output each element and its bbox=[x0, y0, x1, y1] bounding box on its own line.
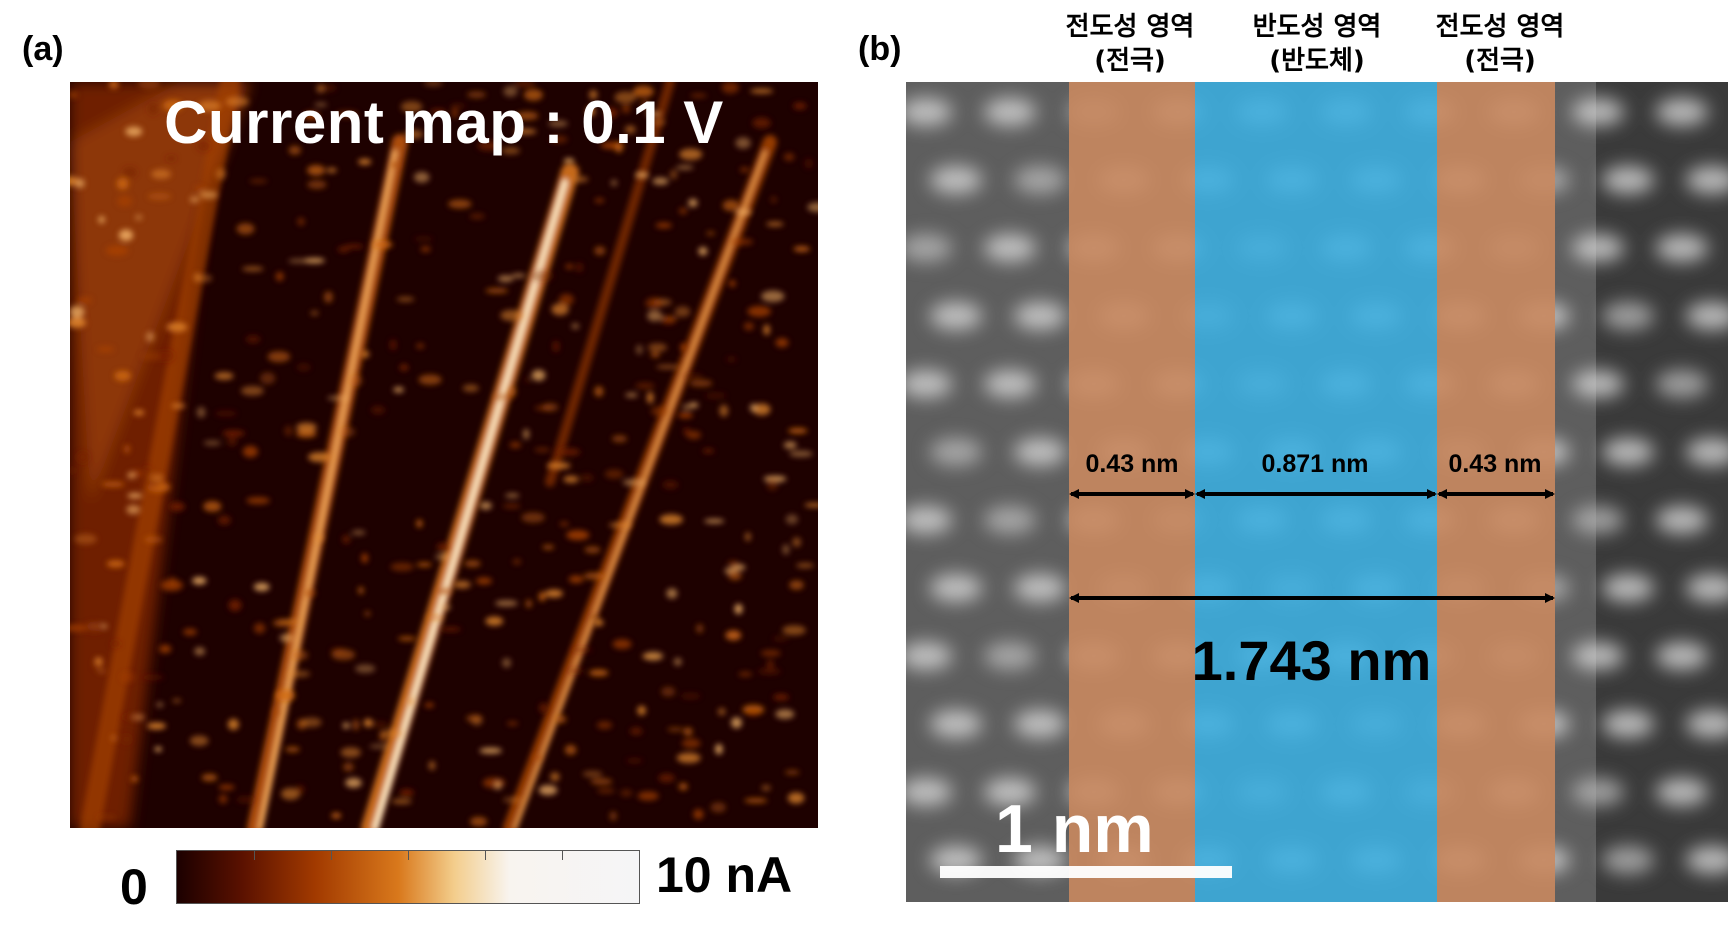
region-label-line: 전도성 영역 bbox=[1065, 12, 1195, 42]
region-label-line: (전극) bbox=[1094, 46, 1166, 76]
tem-image bbox=[906, 82, 1728, 902]
measurement-semiconductor: 0.871 nm bbox=[1261, 450, 1369, 478]
measurement-electrode-left: 0.43 nm bbox=[1085, 450, 1179, 478]
current-map-image bbox=[70, 82, 818, 828]
current-map-title: Current map : 0.1 V bbox=[164, 89, 724, 156]
region-label-semiconductor: 반도성 영역 (반도체) bbox=[1232, 10, 1402, 78]
region-label-line: 전도성 영역 bbox=[1435, 12, 1565, 42]
region-label-electrode-left: 전도성 영역 (전극) bbox=[1045, 10, 1215, 78]
region-label-line: 반도성 영역 bbox=[1252, 12, 1382, 42]
region-label-line: (전극) bbox=[1464, 46, 1536, 76]
region-label-line: (반도체) bbox=[1269, 46, 1365, 76]
colorbar-min-label: 0 bbox=[120, 859, 148, 915]
panel-a-label: (a) bbox=[22, 30, 64, 68]
scale-bar-label: 1 nm bbox=[995, 791, 1154, 867]
region-label-electrode-right: 전도성 영역 (전극) bbox=[1415, 10, 1585, 78]
scale-bar bbox=[940, 866, 1232, 878]
measurement-electrode-right: 0.43 nm bbox=[1448, 450, 1542, 478]
colorbar bbox=[176, 850, 640, 904]
measurement-total: 1.743 nm bbox=[1191, 629, 1432, 692]
colorbar-max-label: 10 nA bbox=[656, 847, 793, 903]
panel-b-label: (b) bbox=[858, 30, 902, 68]
